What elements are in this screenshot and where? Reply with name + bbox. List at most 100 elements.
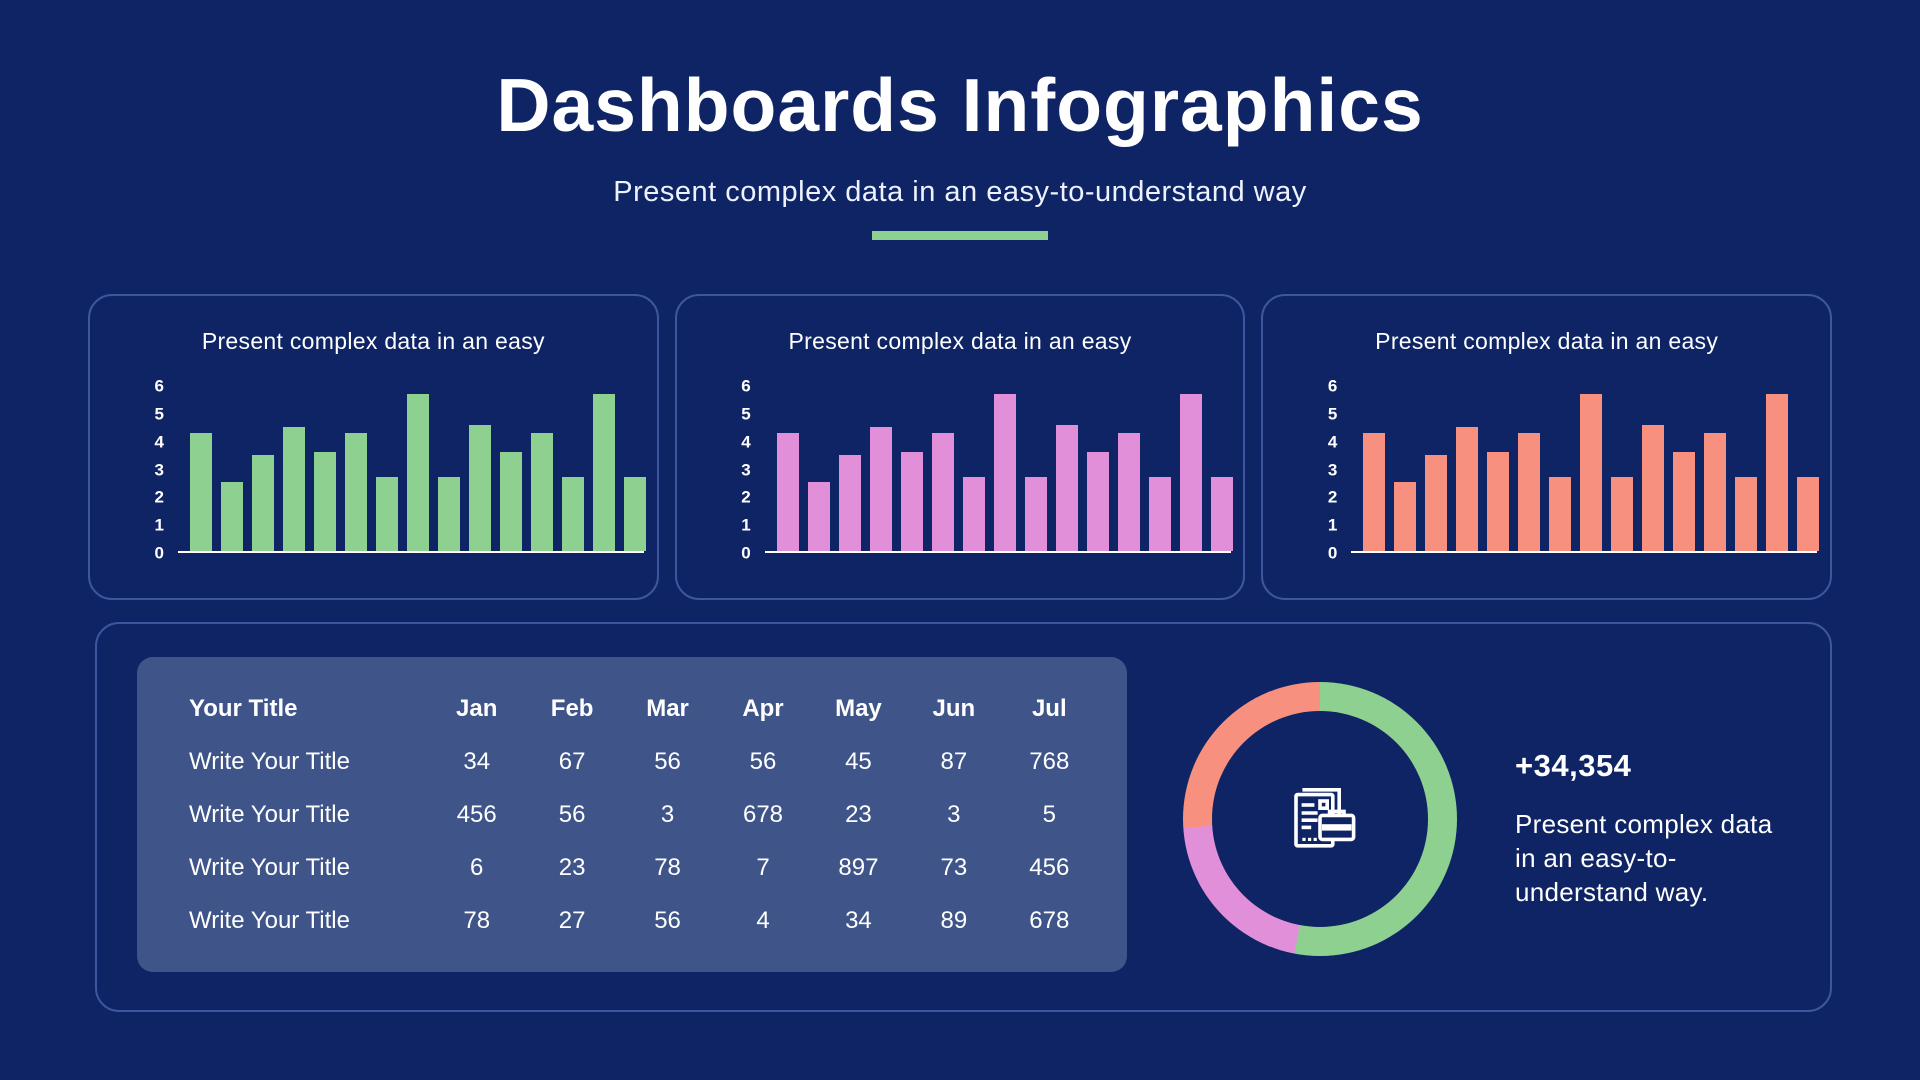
bar xyxy=(1642,424,1665,551)
bar xyxy=(1456,427,1479,551)
table-cell: 27 xyxy=(558,906,586,934)
table-cell: 67 xyxy=(558,747,586,775)
bar-chart-card-green: Present complex data in an easy 0 1 2 3 4 5 6 xyxy=(88,294,659,600)
bar-chart-green: 0 1 2 3 4 5 6 xyxy=(134,378,646,562)
y-tick-label: 3 xyxy=(741,460,751,479)
bar xyxy=(1210,476,1233,551)
table-cell: 6 xyxy=(470,853,484,881)
bar-chart-orchid: 0 1 2 3 4 5 6 xyxy=(721,378,1233,562)
donut-hole xyxy=(1212,711,1428,927)
bar xyxy=(469,424,491,551)
bar xyxy=(438,476,460,551)
bars-area xyxy=(1351,386,1820,553)
y-tick-label: 0 xyxy=(1327,543,1338,563)
table-cell: 73 xyxy=(940,853,968,881)
bar xyxy=(900,452,923,551)
table-title-header: Your Title xyxy=(189,694,298,722)
table-column-header: Jan xyxy=(456,694,498,722)
y-tick-label: 2 xyxy=(1327,487,1338,507)
bar xyxy=(1673,452,1696,551)
bar xyxy=(624,476,646,551)
table-cell: 768 xyxy=(1029,747,1070,775)
bar xyxy=(376,476,398,551)
page-subtitle: Present complex data in an easy-to-under… xyxy=(613,176,1307,208)
bar xyxy=(993,394,1016,551)
table-row-label: Write Your Title xyxy=(189,906,350,934)
bar xyxy=(314,452,336,551)
chart-title: Present complex data in an easy xyxy=(1375,328,1719,354)
bar xyxy=(807,482,830,551)
table-cell: 4 xyxy=(756,906,770,934)
donut-chart xyxy=(1183,682,1457,956)
bars-area xyxy=(178,386,646,553)
page-header: Dashboards Infographics Present complex … xyxy=(0,62,1920,240)
bar xyxy=(283,427,305,551)
y-tick-label: 4 xyxy=(741,432,751,452)
bar xyxy=(1394,482,1417,551)
y-tick-label: 6 xyxy=(154,376,164,396)
table-column-header: May xyxy=(835,694,882,722)
table-cell: 678 xyxy=(1029,906,1070,934)
bar xyxy=(1179,394,1202,551)
table-cell: 23 xyxy=(845,800,872,828)
stat-block: +34,354 Present complex data in an easy-… xyxy=(1515,748,1780,909)
bar xyxy=(190,432,212,551)
y-tick-label: 4 xyxy=(1327,432,1338,452)
table-cell: 78 xyxy=(654,853,681,881)
table-cell: 56 xyxy=(558,800,586,828)
table-row-label: Write Your Title xyxy=(189,853,350,881)
table-cell: 897 xyxy=(838,853,879,881)
y-tick-label: 0 xyxy=(154,543,164,563)
table-cell: 456 xyxy=(456,800,497,828)
bar xyxy=(593,394,615,551)
y-tick-label: 2 xyxy=(741,487,751,507)
bar xyxy=(1363,432,1386,551)
bar xyxy=(1487,452,1510,551)
table-cell: 5 xyxy=(1042,800,1056,828)
stat-value: +34,354 xyxy=(1515,748,1632,783)
table-cell: 56 xyxy=(654,906,681,934)
y-axis: 0 1 2 3 4 5 6 xyxy=(134,378,164,562)
bar xyxy=(252,454,274,551)
bar-chart-card-salmon: Present complex data in an easy 0 1 2 3 4 5 6 xyxy=(1261,294,1833,600)
table-cell: 34 xyxy=(463,747,491,775)
y-tick-label: 6 xyxy=(741,376,751,396)
bar xyxy=(1024,476,1047,551)
table-cell: 456 xyxy=(1029,853,1070,881)
y-axis: 0 1 2 3 4 5 6 xyxy=(1307,378,1338,562)
bar xyxy=(1611,476,1634,551)
bar xyxy=(1148,476,1171,551)
bar xyxy=(1086,452,1109,551)
y-tick-label: 6 xyxy=(1327,376,1338,396)
page-title: Dashboards Infographics xyxy=(496,63,1424,147)
bar xyxy=(1766,394,1789,551)
chart-title: Present complex data in an easy xyxy=(201,328,545,354)
y-tick-label: 5 xyxy=(154,404,164,424)
summary-card: Your Title Jan Feb Mar Apr May Jun Jul Write You… xyxy=(95,622,1832,1012)
table-column-header: Mar xyxy=(646,694,689,722)
y-tick-label: 1 xyxy=(154,515,164,535)
data-table: Your Title Jan Feb Mar Apr May Jun Jul Write You… xyxy=(179,682,1097,947)
table-column-header: Feb xyxy=(550,694,594,722)
table-row-label: Write Your Title xyxy=(189,747,350,775)
table-column-header: Jul xyxy=(1031,694,1067,722)
table-cell: 7 xyxy=(756,853,770,881)
y-tick-label: 4 xyxy=(154,432,164,452)
chart-title: Present complex data in an easy xyxy=(788,328,1132,354)
table-cell: 34 xyxy=(845,906,872,934)
table-cell: 56 xyxy=(654,747,681,775)
y-axis: 0 1 2 3 4 5 6 xyxy=(721,378,751,562)
table-cell: 89 xyxy=(940,906,968,934)
bar xyxy=(1735,476,1758,551)
bar xyxy=(1117,432,1140,551)
y-tick-label: 0 xyxy=(741,543,751,563)
bar xyxy=(1055,424,1078,551)
table-cell: 78 xyxy=(463,906,491,934)
bar xyxy=(838,454,861,551)
bar xyxy=(1797,476,1820,551)
bar xyxy=(1549,476,1572,551)
title-underline xyxy=(872,231,1048,240)
table-row-label: Write Your Title xyxy=(189,800,350,828)
table-cell: 56 xyxy=(749,747,777,775)
